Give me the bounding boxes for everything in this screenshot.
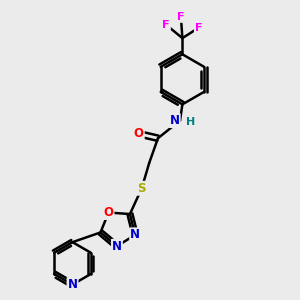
- Text: N: N: [170, 114, 180, 127]
- Text: F: F: [177, 12, 185, 22]
- Text: H: H: [186, 117, 195, 127]
- Text: S: S: [137, 182, 146, 195]
- Text: F: F: [162, 20, 170, 30]
- Text: N: N: [68, 278, 77, 291]
- Text: N: N: [112, 240, 122, 253]
- Text: F: F: [195, 23, 202, 33]
- Text: O: O: [103, 206, 113, 219]
- Text: N: N: [130, 228, 140, 242]
- Text: O: O: [134, 127, 144, 140]
